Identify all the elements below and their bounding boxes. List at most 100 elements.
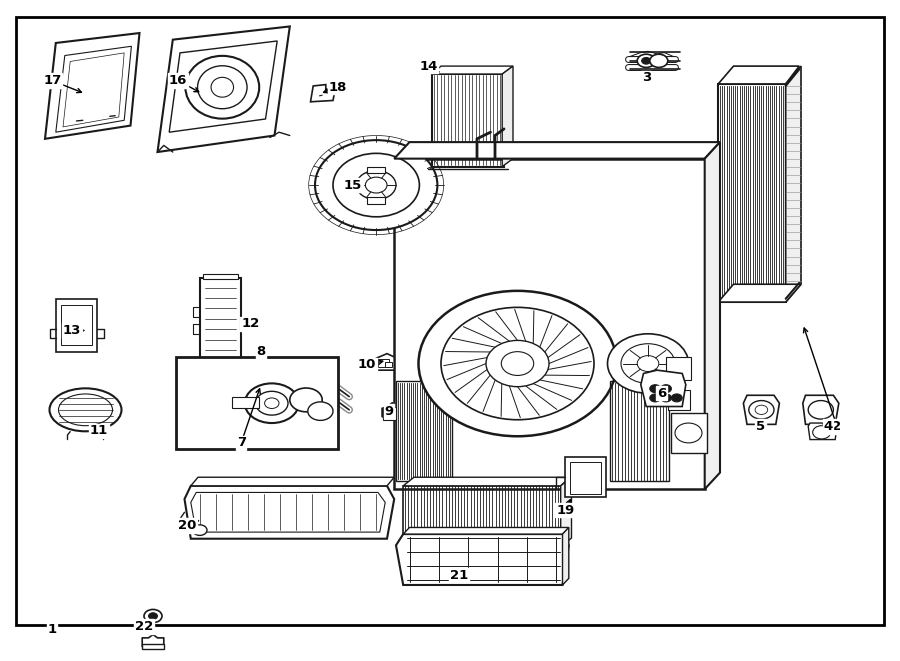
Circle shape [621, 344, 675, 383]
Circle shape [650, 394, 661, 402]
Bar [570, 462, 601, 494]
Circle shape [637, 356, 659, 371]
Circle shape [245, 383, 299, 423]
Text: 15: 15 [344, 178, 362, 192]
Bar [668, 390, 690, 410]
Polygon shape [641, 370, 686, 407]
Circle shape [193, 525, 207, 535]
Text: 11: 11 [90, 424, 108, 438]
Circle shape [661, 385, 671, 393]
Text: 3: 3 [642, 71, 651, 85]
Circle shape [333, 153, 419, 217]
Bar [203, 274, 238, 279]
Polygon shape [432, 66, 513, 74]
Polygon shape [184, 486, 394, 539]
Polygon shape [45, 33, 140, 139]
Text: 7: 7 [237, 436, 246, 449]
Circle shape [675, 423, 702, 443]
Circle shape [365, 177, 387, 193]
Text: 1: 1 [48, 623, 57, 636]
Bar [142, 644, 164, 649]
Bar [176, 357, 338, 449]
Circle shape [265, 398, 279, 408]
Circle shape [749, 401, 774, 419]
Bar [432, 74, 504, 167]
Ellipse shape [58, 394, 112, 426]
Polygon shape [705, 142, 720, 489]
Ellipse shape [198, 65, 247, 108]
Bar [394, 159, 705, 489]
Circle shape [486, 340, 549, 387]
Polygon shape [158, 26, 290, 152]
Bar [385, 362, 392, 367]
Circle shape [608, 334, 688, 393]
Circle shape [637, 54, 655, 67]
Circle shape [642, 58, 651, 64]
Bar [666, 357, 691, 380]
Bar [610, 381, 669, 481]
Circle shape [144, 609, 162, 623]
Circle shape [256, 391, 288, 415]
Polygon shape [394, 142, 720, 159]
Text: 2: 2 [832, 420, 842, 433]
Circle shape [650, 54, 668, 67]
Text: 18: 18 [328, 81, 346, 94]
Circle shape [148, 613, 157, 619]
Polygon shape [396, 534, 569, 585]
Polygon shape [376, 354, 394, 370]
Circle shape [755, 405, 768, 414]
Text: 4: 4 [824, 420, 832, 433]
Circle shape [661, 394, 671, 402]
Text: 9: 9 [384, 405, 393, 418]
Ellipse shape [185, 56, 259, 119]
Polygon shape [191, 477, 394, 486]
Polygon shape [786, 66, 801, 302]
Bar [61, 305, 92, 345]
Polygon shape [56, 299, 97, 352]
Polygon shape [502, 66, 513, 167]
Text: 12: 12 [241, 317, 259, 330]
Bar [203, 358, 238, 364]
Text: 16: 16 [169, 74, 187, 87]
Text: 19: 19 [556, 504, 574, 517]
Polygon shape [808, 423, 837, 440]
Polygon shape [718, 66, 799, 84]
Circle shape [808, 401, 833, 419]
Bar [718, 84, 786, 302]
Polygon shape [803, 395, 839, 424]
Text: 20: 20 [178, 519, 196, 532]
Polygon shape [310, 85, 335, 102]
Circle shape [255, 385, 276, 401]
Circle shape [501, 352, 534, 375]
Text: 21: 21 [450, 568, 468, 582]
Ellipse shape [50, 388, 122, 432]
Circle shape [308, 402, 333, 420]
Polygon shape [743, 395, 779, 424]
Bar [396, 381, 452, 481]
Ellipse shape [211, 77, 234, 97]
Polygon shape [382, 407, 396, 420]
Bar [403, 486, 561, 547]
Circle shape [315, 140, 437, 230]
Text: 5: 5 [756, 420, 765, 433]
Text: 6: 6 [657, 387, 666, 400]
Circle shape [418, 291, 616, 436]
Polygon shape [200, 278, 241, 360]
Polygon shape [169, 41, 277, 132]
Circle shape [290, 388, 322, 412]
Text: 14: 14 [419, 59, 437, 73]
Bar [232, 397, 259, 408]
Text: 13: 13 [63, 324, 81, 337]
Circle shape [255, 372, 276, 388]
Bar [367, 167, 385, 173]
Bar [670, 413, 706, 453]
Circle shape [441, 307, 594, 420]
Polygon shape [561, 477, 572, 547]
Circle shape [671, 394, 682, 402]
Circle shape [356, 171, 396, 200]
Text: 8: 8 [256, 345, 266, 358]
Text: 10: 10 [358, 358, 376, 371]
Polygon shape [562, 527, 569, 585]
Polygon shape [403, 527, 569, 534]
Polygon shape [718, 284, 801, 302]
